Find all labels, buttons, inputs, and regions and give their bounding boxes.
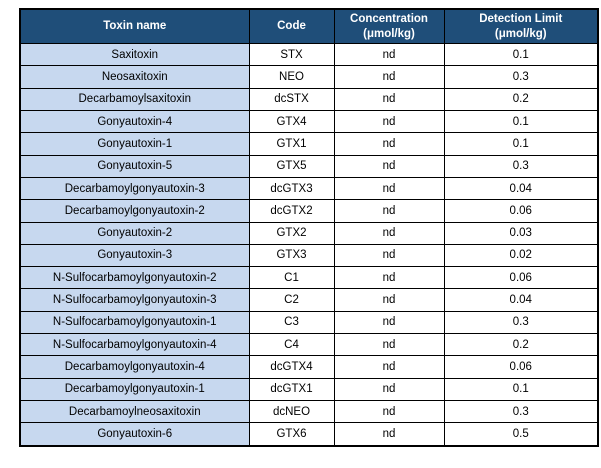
toxin-name-cell: Decarbamoylgonyautoxin-1 bbox=[19, 377, 250, 402]
detection-limit-cell: 0.1 bbox=[443, 109, 599, 134]
concentration-cell: nd bbox=[333, 109, 445, 134]
toxin-name-cell: Decarbamoylgonyautoxin-2 bbox=[19, 199, 250, 223]
concentration-cell: nd bbox=[333, 87, 445, 111]
detection-limit-cell: 0.3 bbox=[443, 399, 599, 424]
detection-limit-cell: 0.1 bbox=[443, 132, 599, 156]
code-cell: dcGTX3 bbox=[248, 176, 335, 201]
detection-limit-cell: 0.04 bbox=[443, 176, 599, 201]
toxin-name-cell: N-Sulfocarbamoylgonyautoxin-1 bbox=[19, 310, 250, 335]
header-row: Toxin name Code Concentration (μmol/kg) … bbox=[19, 8, 599, 44]
toxin-name-cell: Gonyautoxin-1 bbox=[19, 132, 250, 156]
concentration-cell: nd bbox=[333, 399, 445, 424]
detection-limit-cell: 0.06 bbox=[443, 266, 599, 290]
concentration-cell: nd bbox=[333, 199, 445, 223]
toxin-table: Toxin name Code Concentration (μmol/kg) … bbox=[19, 8, 599, 447]
detection-limit-cell: 0.3 bbox=[443, 65, 599, 89]
concentration-cell: nd bbox=[333, 243, 445, 268]
toxin-name-cell: Gonyautoxin-2 bbox=[19, 221, 250, 245]
concentration-cell: nd bbox=[333, 422, 445, 447]
table-row: Decarbamoylneosaxitoxin dcNEO nd 0.3 bbox=[19, 399, 599, 424]
code-cell: dcGTX4 bbox=[248, 355, 335, 379]
col-header-toxin-name: Toxin name bbox=[19, 8, 250, 44]
col-header-detection-limit: Detection Limit (μmol/kg) bbox=[443, 8, 599, 44]
detection-limit-cell: 0.06 bbox=[443, 355, 599, 379]
table-row: Gonyautoxin-2 GTX2 nd 0.03 bbox=[19, 221, 599, 245]
code-cell: C3 bbox=[248, 310, 335, 335]
detection-limit-cell: 0.1 bbox=[443, 42, 599, 67]
code-cell: C1 bbox=[248, 266, 335, 290]
code-cell: GTX3 bbox=[248, 243, 335, 268]
toxin-name-cell: Gonyautoxin-4 bbox=[19, 109, 250, 134]
table-row: Saxitoxin STX nd 0.1 bbox=[19, 42, 599, 67]
toxin-name-cell: Gonyautoxin-5 bbox=[19, 154, 250, 178]
detection-limit-cell: 0.1 bbox=[443, 377, 599, 402]
detection-limit-cell: 0.3 bbox=[443, 310, 599, 335]
toxin-name-cell: Neosaxitoxin bbox=[19, 65, 250, 89]
col-header-code: Code bbox=[248, 8, 335, 44]
toxin-name-cell: Decarbamoylneosaxitoxin bbox=[19, 399, 250, 424]
code-cell: dcGTX1 bbox=[248, 377, 335, 402]
table-row: Decarbamoylgonyautoxin-1 dcGTX1 nd 0.1 bbox=[19, 377, 599, 402]
code-cell: GTX6 bbox=[248, 422, 335, 447]
table-row: Decarbamoylsaxitoxin dcSTX nd 0.2 bbox=[19, 87, 599, 111]
detection-limit-cell: 0.2 bbox=[443, 333, 599, 357]
table-row: Gonyautoxin-4 GTX4 nd 0.1 bbox=[19, 109, 599, 134]
concentration-cell: nd bbox=[333, 176, 445, 201]
table-row: N-Sulfocarbamoylgonyautoxin-2 C1 nd 0.06 bbox=[19, 266, 599, 290]
table-row: Gonyautoxin-1 GTX1 nd 0.1 bbox=[19, 132, 599, 156]
toxin-name-cell: N-Sulfocarbamoylgonyautoxin-4 bbox=[19, 333, 250, 357]
table-row: Neosaxitoxin NEO nd 0.3 bbox=[19, 65, 599, 89]
toxin-name-cell: Decarbamoylgonyautoxin-3 bbox=[19, 176, 250, 201]
detection-limit-cell: 0.5 bbox=[443, 422, 599, 447]
toxin-name-cell: Gonyautoxin-3 bbox=[19, 243, 250, 268]
toxin-name-cell: Gonyautoxin-6 bbox=[19, 422, 250, 447]
table-row: Gonyautoxin-6 GTX6 nd 0.5 bbox=[19, 422, 599, 447]
concentration-cell: nd bbox=[333, 221, 445, 245]
table-row: Decarbamoylgonyautoxin-4 dcGTX4 nd 0.06 bbox=[19, 355, 599, 379]
code-cell: GTX4 bbox=[248, 109, 335, 134]
code-cell: GTX2 bbox=[248, 221, 335, 245]
toxin-name-cell: N-Sulfocarbamoylgonyautoxin-2 bbox=[19, 266, 250, 290]
code-cell: STX bbox=[248, 42, 335, 67]
detection-limit-cell: 0.03 bbox=[443, 221, 599, 245]
toxin-name-cell: Decarbamoylsaxitoxin bbox=[19, 87, 250, 111]
toxin-name-cell: N-Sulfocarbamoylgonyautoxin-3 bbox=[19, 288, 250, 312]
concentration-cell: nd bbox=[333, 266, 445, 290]
concentration-cell: nd bbox=[333, 132, 445, 156]
code-cell: C2 bbox=[248, 288, 335, 312]
code-cell: dcSTX bbox=[248, 87, 335, 111]
table-row: Decarbamoylgonyautoxin-3 dcGTX3 nd 0.04 bbox=[19, 176, 599, 201]
concentration-cell: nd bbox=[333, 355, 445, 379]
toxin-name-cell: Decarbamoylgonyautoxin-4 bbox=[19, 355, 250, 379]
detection-limit-cell: 0.02 bbox=[443, 243, 599, 268]
table-row: N-Sulfocarbamoylgonyautoxin-4 C4 nd 0.2 bbox=[19, 333, 599, 357]
code-cell: GTX1 bbox=[248, 132, 335, 156]
detection-limit-cell: 0.06 bbox=[443, 199, 599, 223]
detection-limit-cell: 0.2 bbox=[443, 87, 599, 111]
detection-limit-cell: 0.3 bbox=[443, 154, 599, 178]
code-cell: dcNEO bbox=[248, 399, 335, 424]
code-cell: GTX5 bbox=[248, 154, 335, 178]
detection-limit-cell: 0.04 bbox=[443, 288, 599, 312]
concentration-cell: nd bbox=[333, 65, 445, 89]
table-row: Gonyautoxin-5 GTX5 nd 0.3 bbox=[19, 154, 599, 178]
concentration-cell: nd bbox=[333, 288, 445, 312]
code-cell: dcGTX2 bbox=[248, 199, 335, 223]
code-cell: C4 bbox=[248, 333, 335, 357]
code-cell: NEO bbox=[248, 65, 335, 89]
table-row: N-Sulfocarbamoylgonyautoxin-3 C2 nd 0.04 bbox=[19, 288, 599, 312]
concentration-cell: nd bbox=[333, 154, 445, 178]
col-header-concentration: Concentration (μmol/kg) bbox=[333, 8, 445, 44]
table-row: Gonyautoxin-3 GTX3 nd 0.02 bbox=[19, 243, 599, 268]
table-row: Decarbamoylgonyautoxin-2 dcGTX2 nd 0.06 bbox=[19, 199, 599, 223]
table-row: N-Sulfocarbamoylgonyautoxin-1 C3 nd 0.3 bbox=[19, 310, 599, 335]
concentration-cell: nd bbox=[333, 42, 445, 67]
concentration-cell: nd bbox=[333, 333, 445, 357]
concentration-cell: nd bbox=[333, 310, 445, 335]
concentration-cell: nd bbox=[333, 377, 445, 402]
toxin-name-cell: Saxitoxin bbox=[19, 42, 250, 67]
